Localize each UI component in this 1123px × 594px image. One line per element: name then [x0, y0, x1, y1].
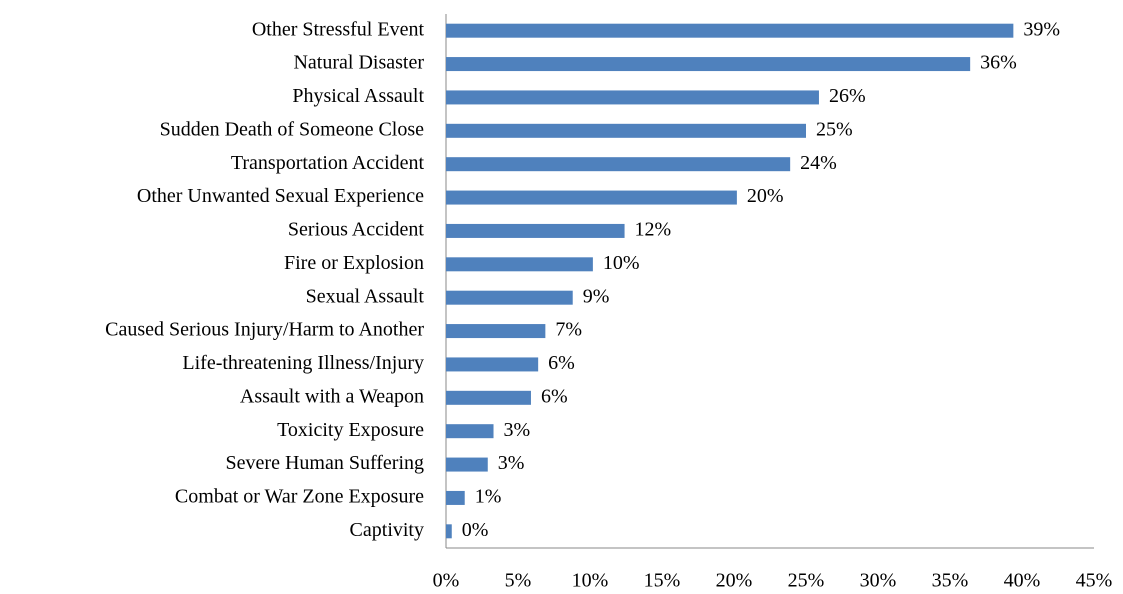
y-tick-label: Severe Human Suffering [226, 452, 424, 474]
x-tick-label: 5% [505, 570, 532, 592]
x-tick-label: 40% [1004, 570, 1041, 592]
x-tick-label: 45% [1076, 570, 1113, 592]
y-tick-label: Other Unwanted Sexual Experience [137, 185, 424, 207]
y-tick-label: Sudden Death of Someone Close [160, 118, 425, 140]
data-label: 24% [800, 152, 837, 174]
bar [446, 223, 625, 238]
y-tick-label: Life-threatening Illness/Injury [182, 352, 424, 374]
data-label: 3% [498, 452, 525, 474]
bar [446, 257, 593, 272]
bar [446, 23, 1014, 38]
bar [446, 290, 573, 305]
data-label: 36% [980, 52, 1017, 74]
bar [446, 324, 546, 339]
y-tick-label: Sexual Assault [306, 285, 425, 307]
data-label: 7% [555, 319, 582, 341]
bar [446, 457, 488, 472]
data-label: 1% [475, 486, 502, 508]
x-tick-label: 25% [788, 570, 825, 592]
y-tick-label: Toxicity Exposure [277, 419, 424, 441]
y-tick-label: Caused Serious Injury/Harm to Another [105, 319, 424, 341]
y-tick-label: Transportation Accident [231, 152, 425, 174]
data-label: 9% [583, 285, 610, 307]
bar [446, 90, 819, 105]
data-label: 10% [603, 252, 640, 274]
y-tick-label: Physical Assault [292, 85, 424, 107]
data-label: 3% [504, 419, 531, 441]
x-tick-label: 15% [644, 570, 681, 592]
x-tick-label: 0% [433, 570, 460, 592]
bar [446, 390, 531, 405]
bar [446, 190, 737, 205]
data-label: 25% [816, 118, 853, 140]
y-tick-label: Captivity [350, 519, 424, 541]
bar [446, 157, 791, 172]
data-label: 39% [1023, 18, 1060, 40]
bar [446, 424, 494, 439]
data-label: 26% [829, 85, 866, 107]
x-tick-label: 35% [932, 570, 969, 592]
y-tick-label: Combat or War Zone Exposure [175, 486, 424, 508]
data-label: 6% [541, 385, 568, 407]
x-tick-label: 30% [860, 570, 897, 592]
x-tick-label: 20% [716, 570, 753, 592]
data-label: 0% [462, 519, 489, 541]
y-tick-label: Serious Accident [288, 219, 425, 241]
y-tick-label: Fire or Explosion [284, 252, 424, 274]
y-tick-label: Natural Disaster [293, 52, 424, 74]
bar [446, 357, 539, 372]
bar [446, 524, 452, 539]
bar [446, 490, 465, 505]
data-label: 6% [548, 352, 575, 374]
data-label: 20% [747, 185, 784, 207]
x-tick-label: 10% [572, 570, 609, 592]
y-tick-label: Assault with a Weapon [240, 385, 424, 407]
bar [446, 123, 806, 138]
bar [446, 57, 971, 72]
y-tick-label: Other Stressful Event [252, 18, 425, 40]
data-label: 12% [635, 219, 672, 241]
